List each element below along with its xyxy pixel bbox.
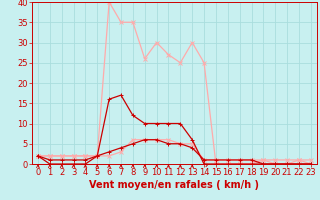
X-axis label: Vent moyen/en rafales ( km/h ): Vent moyen/en rafales ( km/h ) bbox=[89, 180, 260, 190]
